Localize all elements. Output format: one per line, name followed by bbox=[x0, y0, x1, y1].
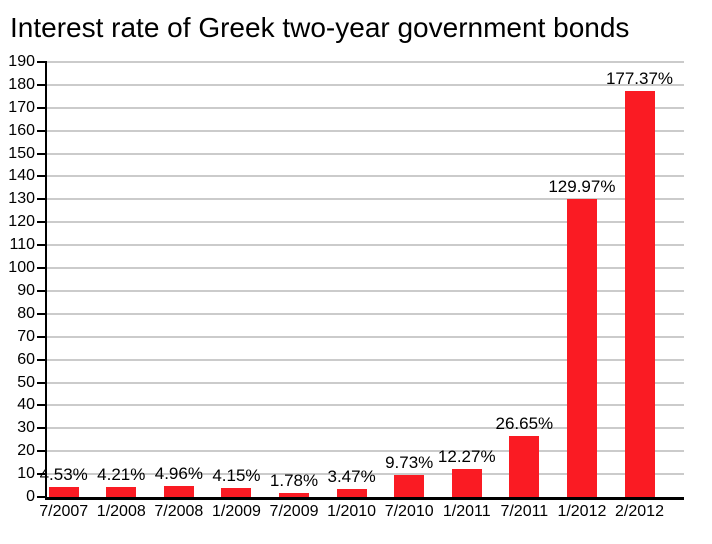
gridline bbox=[47, 473, 684, 476]
bar-value-label: 1.78% bbox=[269, 470, 319, 490]
gridline bbox=[47, 83, 684, 86]
x-tick-label: 1/2011 bbox=[442, 503, 491, 520]
x-tick-label: 1/2010 bbox=[327, 503, 377, 520]
y-tick bbox=[37, 312, 45, 315]
bar-value-label: 3.47% bbox=[327, 467, 376, 487]
x-tick-label: 1/2012 bbox=[557, 503, 607, 520]
y-tick bbox=[37, 450, 45, 453]
bar bbox=[279, 492, 310, 497]
gridline bbox=[47, 61, 684, 63]
y-tick bbox=[37, 496, 45, 498]
bar bbox=[336, 489, 367, 497]
y-tick-label: 70 bbox=[17, 327, 35, 345]
y-tick bbox=[37, 267, 45, 270]
y-tick-label: 170 bbox=[8, 98, 35, 116]
y-tick-label: 90 bbox=[17, 281, 35, 299]
y-tick-label: 80 bbox=[17, 304, 35, 322]
bar-value-label: 9.73% bbox=[385, 452, 434, 472]
y-tick bbox=[37, 221, 45, 224]
gridline bbox=[47, 106, 684, 109]
y-tick bbox=[37, 358, 45, 361]
gridline bbox=[47, 129, 684, 132]
x-tick-label: 2/2012 bbox=[615, 503, 664, 520]
x-tick-label: 7/2010 bbox=[384, 503, 434, 520]
y-tick-label: 180 bbox=[8, 75, 35, 93]
y-tick-label: 100 bbox=[8, 259, 35, 277]
x-axis-line bbox=[45, 497, 684, 500]
x-tick-label: 7/2011 bbox=[500, 503, 549, 520]
y-tick bbox=[37, 473, 45, 476]
y-tick bbox=[37, 152, 45, 155]
y-tick bbox=[37, 129, 45, 132]
y-tick bbox=[37, 244, 45, 247]
gridline bbox=[47, 404, 684, 407]
y-tick-label: 140 bbox=[8, 167, 35, 185]
gridline bbox=[47, 289, 684, 292]
bar-value-label: 4.96% bbox=[154, 463, 203, 483]
bar bbox=[106, 487, 137, 497]
y-axis-line bbox=[45, 61, 47, 500]
gridline bbox=[47, 221, 684, 224]
bar bbox=[163, 485, 194, 497]
y-tick-label: 160 bbox=[8, 121, 35, 139]
bar-value-label: 12.27% bbox=[437, 446, 496, 466]
bar bbox=[451, 468, 482, 497]
y-tick bbox=[37, 404, 45, 407]
y-tick bbox=[37, 106, 45, 109]
x-tick-label: 1/2009 bbox=[211, 503, 261, 520]
y-tick-label: 30 bbox=[17, 419, 35, 437]
y-tick bbox=[37, 289, 45, 292]
bar-value-label: 4.21% bbox=[97, 465, 146, 485]
y-tick bbox=[37, 61, 45, 63]
y-tick bbox=[37, 335, 45, 338]
bar bbox=[48, 486, 79, 497]
gridline bbox=[47, 358, 684, 361]
bar-value-label: 177.37% bbox=[605, 68, 674, 88]
gridline bbox=[47, 381, 684, 384]
gridline bbox=[47, 427, 684, 430]
bar-value-label: 26.65% bbox=[495, 414, 554, 433]
y-tick bbox=[37, 175, 45, 178]
y-tick-label: 10 bbox=[17, 465, 35, 483]
y-tick bbox=[37, 381, 45, 384]
bar bbox=[221, 487, 252, 497]
y-tick-label: 190 bbox=[8, 53, 35, 70]
gridline bbox=[47, 267, 684, 270]
y-tick-label: 20 bbox=[17, 442, 35, 460]
bar bbox=[566, 199, 597, 497]
gridline bbox=[47, 198, 684, 201]
y-tick-label: 130 bbox=[8, 190, 35, 208]
gridline bbox=[47, 312, 684, 315]
bar-value-label: 129.97% bbox=[548, 177, 616, 197]
plot-area: 0 10 20 30 40 50 60 70 80 90 100 110 120 130 140 150 160… bbox=[8, 53, 684, 520]
x-tick-label: 1/2008 bbox=[96, 503, 146, 520]
x-tick-label: 7/2009 bbox=[269, 503, 319, 520]
bar bbox=[624, 90, 655, 497]
bar-value-label: 4.15% bbox=[212, 465, 261, 485]
bar-value-label: 4.53% bbox=[39, 464, 88, 484]
gridline bbox=[47, 450, 684, 453]
gridline bbox=[47, 244, 684, 247]
chart-title: Interest rate of Greek two-year governme… bbox=[10, 12, 630, 43]
y-tick bbox=[37, 83, 45, 86]
x-tick-label: 7/2007 bbox=[39, 503, 89, 520]
y-tick-label: 0 bbox=[26, 488, 35, 505]
y-tick bbox=[37, 427, 45, 430]
y-tick-label: 40 bbox=[17, 396, 35, 414]
y-tick-label: 150 bbox=[8, 144, 35, 162]
gridline bbox=[47, 175, 684, 178]
y-tick bbox=[37, 198, 45, 201]
y-tick-label: 50 bbox=[17, 373, 35, 391]
gridline bbox=[47, 152, 684, 155]
gridline bbox=[47, 335, 684, 338]
y-tick-label: 60 bbox=[17, 350, 35, 368]
y-tick-label: 120 bbox=[8, 213, 35, 231]
bar bbox=[509, 436, 540, 497]
bar bbox=[394, 474, 425, 497]
x-tick-label: 7/2008 bbox=[154, 503, 204, 520]
y-tick-label: 110 bbox=[9, 236, 35, 254]
